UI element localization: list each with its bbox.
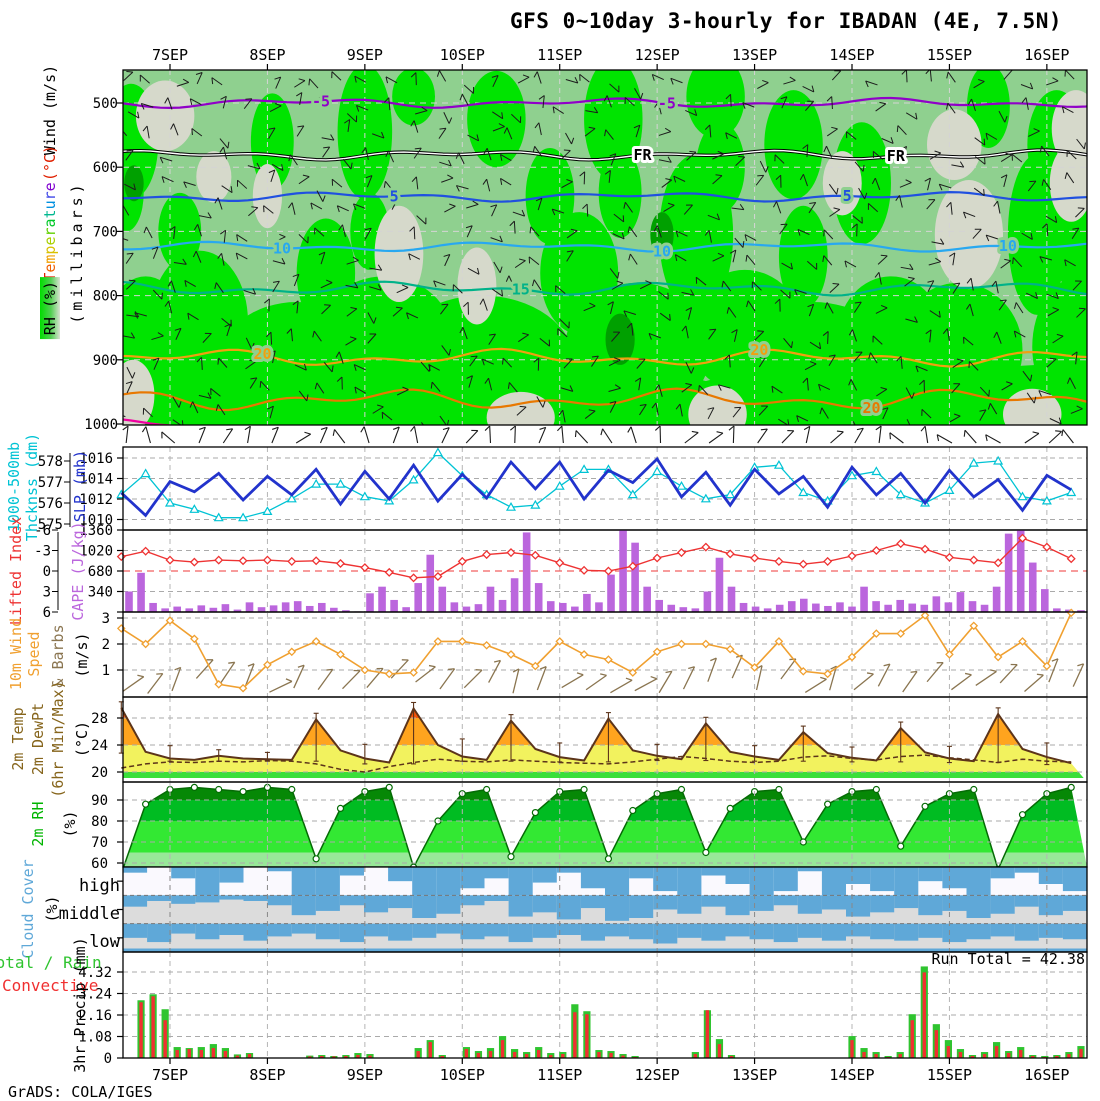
svg-text:3: 3 — [102, 611, 110, 627]
svg-text:7SEP: 7SEP — [152, 1066, 188, 1084]
svg-text:FR: FR — [887, 147, 906, 165]
svg-text:576: 576 — [38, 496, 63, 512]
svg-text:-3: -3 — [34, 544, 51, 560]
svg-text:10SEP: 10SEP — [440, 1066, 485, 1084]
svg-text:15SEP: 15SEP — [927, 1066, 972, 1084]
cloud-high-label: high — [79, 876, 120, 896]
svg-text:6: 6 — [43, 605, 51, 621]
svg-text:13SEP: 13SEP — [732, 1066, 777, 1084]
svg-text:680: 680 — [88, 564, 113, 580]
svg-text:FR: FR — [633, 146, 652, 164]
barbs-label: & Barbs — [49, 624, 67, 687]
svg-text:90: 90 — [91, 793, 108, 809]
svg-text:70: 70 — [91, 835, 108, 851]
svg-text:10: 10 — [273, 239, 291, 257]
svg-text:15SEP: 15SEP — [927, 46, 972, 64]
slp-axis-label: SLP (mb) — [71, 450, 89, 522]
svg-text:10: 10 — [653, 243, 671, 261]
svg-text:16SEP: 16SEP — [1024, 46, 1069, 64]
svg-text:1000: 1000 — [84, 417, 118, 433]
cloud-cover-label: Cloud Cover — [19, 859, 37, 958]
svg-text:28: 28 — [91, 711, 108, 727]
temp2m-label: 2m Temp — [9, 707, 27, 770]
wind10m-unit-label: (m/s) — [73, 632, 91, 677]
svg-text:13SEP: 13SEP — [732, 46, 777, 64]
svg-text:12SEP: 12SEP — [635, 1066, 680, 1084]
cloud-middle-label: middle — [59, 904, 120, 924]
svg-text:20: 20 — [750, 341, 768, 359]
svg-text:11SEP: 11SEP — [537, 1066, 582, 1084]
svg-text:900: 900 — [93, 353, 118, 369]
svg-text:2: 2 — [102, 637, 110, 653]
thickness-label-2: Thcknss (dm) — [23, 433, 41, 541]
svg-text:14SEP: 14SEP — [829, 46, 874, 64]
svg-text:578: 578 — [38, 454, 63, 470]
svg-text:20: 20 — [254, 345, 272, 363]
svg-text:80: 80 — [91, 814, 108, 830]
rh2m-unit-label: (%) — [61, 810, 79, 837]
svg-text:500: 500 — [93, 96, 118, 112]
svg-text:8SEP: 8SEP — [249, 1066, 285, 1084]
rh2m-label: 2m RH — [29, 801, 47, 846]
svg-text:5: 5 — [390, 187, 399, 205]
wind10m-label-1: 10m Wind — [7, 618, 25, 690]
cape-axis-label: CAPE (J/kg) — [69, 521, 87, 620]
svg-text:20: 20 — [91, 765, 108, 781]
svg-text:11SEP: 11SEP — [537, 46, 582, 64]
svg-text:9SEP: 9SEP — [347, 46, 383, 64]
svg-text:8SEP: 8SEP — [249, 46, 285, 64]
temperature-label: Temperature — [41, 182, 59, 281]
svg-text:1: 1 — [102, 663, 110, 679]
svg-text:700: 700 — [93, 224, 118, 240]
precip-axis-label: 3hr Precip (mm) — [71, 937, 89, 1072]
cloud-low-label: low — [89, 932, 120, 952]
rh-legend-chip: RH (%) — [40, 277, 60, 339]
dewpt2m-label: 2m DewPt — [29, 703, 47, 775]
rh-legend-label: RH (%) — [41, 281, 59, 335]
svg-text:7SEP: 7SEP — [152, 46, 188, 64]
svg-text:16SEP: 16SEP — [1024, 1066, 1069, 1084]
temp2m-unit-label: (°C) — [73, 721, 91, 757]
wind-axis-label: Wind (m/s) — [41, 65, 59, 155]
svg-text:10: 10 — [999, 237, 1017, 255]
run-total-label: Run Total = 42.38 — [931, 950, 1085, 968]
svg-text:10SEP: 10SEP — [440, 46, 485, 64]
svg-text:60: 60 — [91, 856, 108, 872]
svg-text:9SEP: 9SEP — [347, 1066, 383, 1084]
millibars-axis-label: (millibars) — [68, 180, 86, 323]
svg-text:0: 0 — [104, 1051, 112, 1067]
page-title: GFS 0~10day 3-hourly for IBADAN (4E, 7.5… — [510, 9, 1062, 33]
svg-text:5: 5 — [843, 187, 852, 205]
svg-text:15: 15 — [512, 280, 530, 298]
wind10m-label-2: Speed — [25, 631, 43, 676]
svg-text:24: 24 — [91, 738, 108, 754]
svg-text:340: 340 — [88, 585, 113, 601]
svg-text:14SEP: 14SEP — [829, 1066, 874, 1084]
lifted-index-label: Lifted Index — [7, 517, 25, 625]
svg-text:3: 3 — [43, 585, 51, 601]
svg-text:-5: -5 — [312, 93, 330, 111]
svg-text:0: 0 — [43, 564, 51, 580]
temp-unit-label: (°C) — [41, 145, 59, 181]
svg-text:-5: -5 — [658, 95, 676, 113]
svg-text:20: 20 — [862, 399, 880, 417]
minmax-label: (6hr Min/Max) — [49, 680, 67, 797]
svg-text:12SEP: 12SEP — [635, 46, 680, 64]
grads-credit: GrADS: COLA/IGES — [8, 1083, 153, 1101]
svg-text:600: 600 — [93, 160, 118, 176]
svg-text:800: 800 — [93, 289, 118, 305]
svg-text:577: 577 — [38, 475, 63, 491]
